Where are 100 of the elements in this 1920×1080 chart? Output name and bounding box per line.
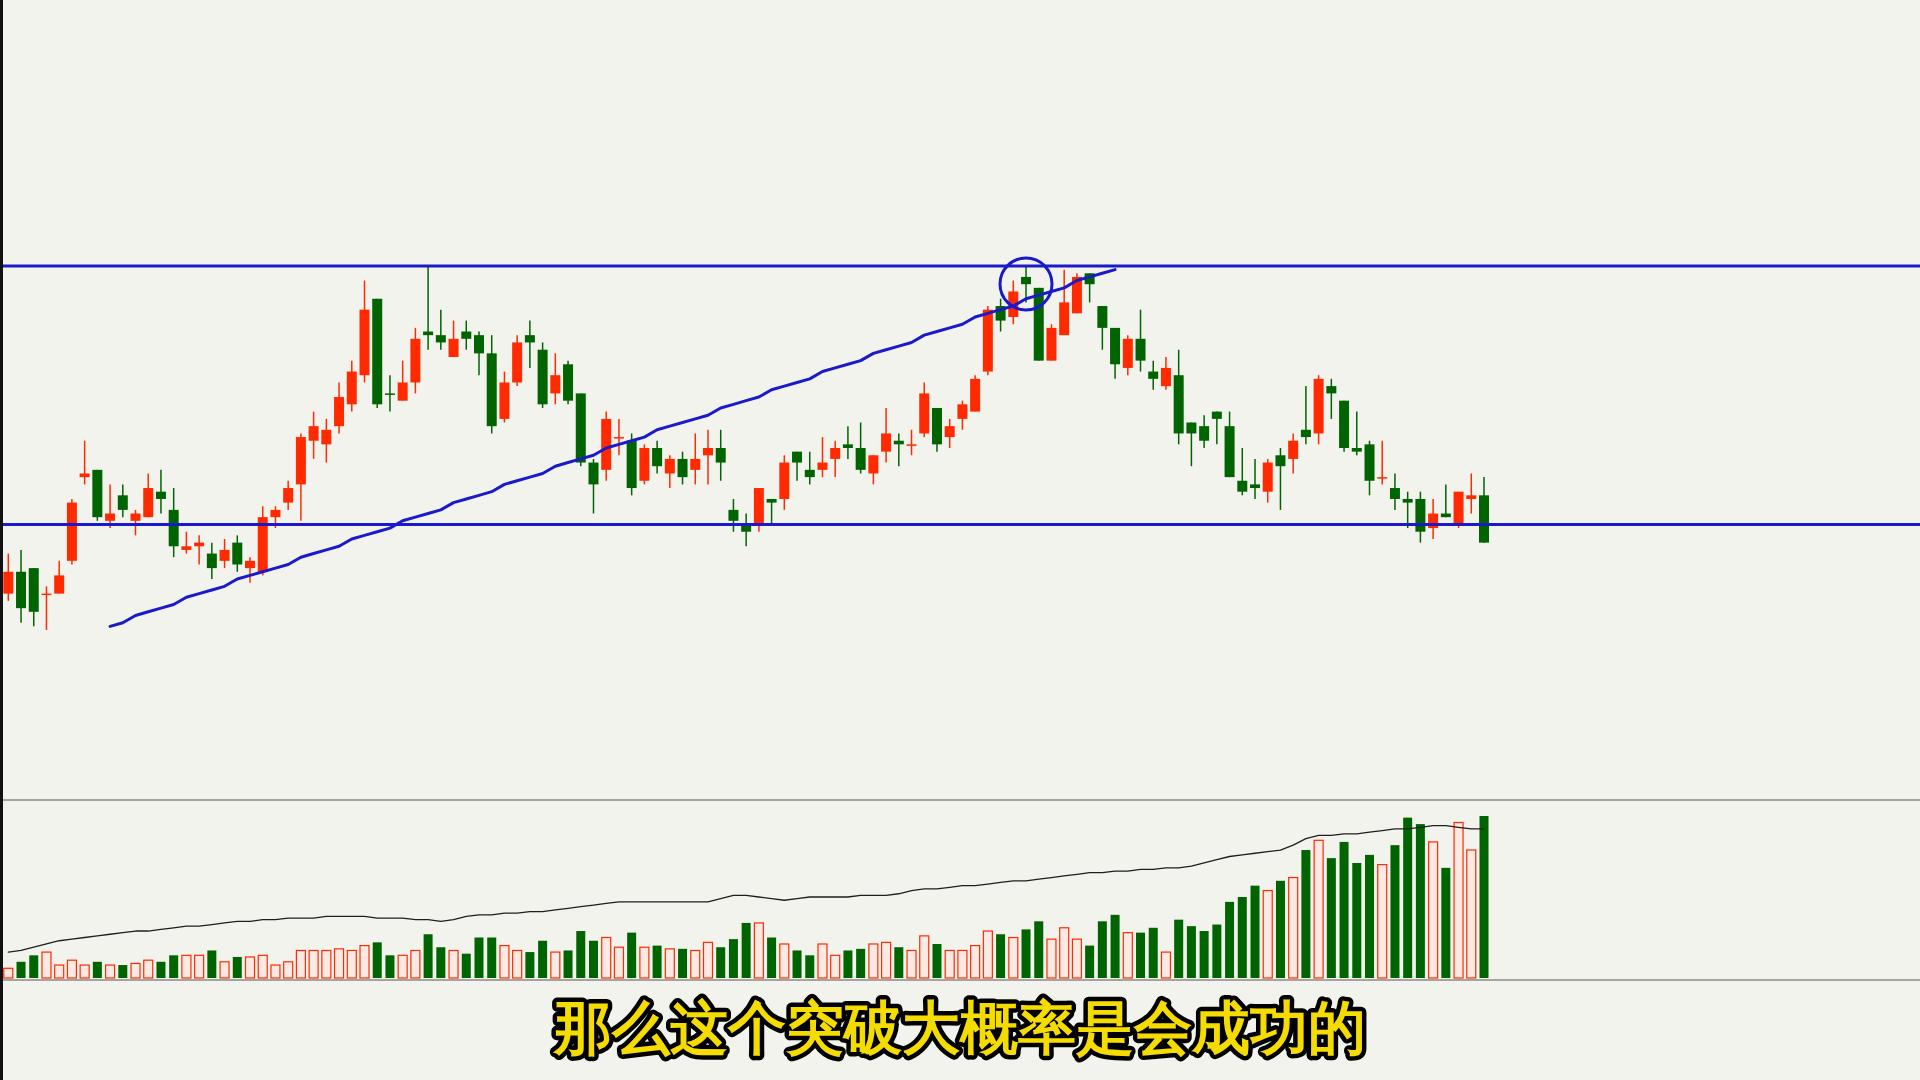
bar xyxy=(690,949,701,979)
candlestick xyxy=(677,450,688,486)
candlestick xyxy=(105,483,116,529)
bar xyxy=(741,922,751,978)
bar xyxy=(92,961,102,978)
candlestick xyxy=(702,429,713,486)
bar xyxy=(843,950,853,978)
candlestick xyxy=(117,483,128,518)
candlestick xyxy=(957,399,968,431)
candlestick xyxy=(1135,308,1146,373)
candlestick xyxy=(881,407,892,464)
candlestick xyxy=(1160,356,1171,391)
bar xyxy=(1097,921,1107,978)
bar xyxy=(308,949,319,979)
bar xyxy=(219,961,230,979)
bar xyxy=(792,950,802,978)
bar xyxy=(499,945,510,979)
bar xyxy=(1403,817,1413,978)
bar xyxy=(1313,839,1324,979)
bar xyxy=(1339,841,1349,978)
bar xyxy=(372,942,382,978)
candlestick xyxy=(461,319,472,351)
bar xyxy=(1250,885,1260,978)
candlestick xyxy=(792,450,803,482)
candlestick xyxy=(613,418,624,457)
bar xyxy=(919,935,930,979)
bar xyxy=(538,940,548,978)
bar xyxy=(944,949,955,979)
bar xyxy=(613,946,625,979)
candlestick xyxy=(54,560,65,595)
bar xyxy=(1160,951,1172,979)
bar xyxy=(805,955,815,978)
candlestick xyxy=(690,432,701,486)
bar xyxy=(932,943,942,978)
bar xyxy=(448,949,459,979)
bar xyxy=(1428,841,1439,979)
bar xyxy=(16,961,26,978)
bar xyxy=(283,961,294,979)
bar xyxy=(1377,864,1388,979)
bar xyxy=(397,954,408,979)
bar xyxy=(207,950,217,978)
bar xyxy=(880,941,892,979)
candlestick xyxy=(664,454,675,489)
bar xyxy=(1262,889,1273,979)
bar xyxy=(1466,849,1477,979)
candlestick xyxy=(3,552,14,602)
bar xyxy=(270,964,281,979)
bar xyxy=(346,949,357,979)
bar xyxy=(295,949,306,979)
bar xyxy=(487,937,497,978)
bar xyxy=(1390,845,1400,978)
candlestick xyxy=(817,436,828,478)
bar xyxy=(1441,867,1451,978)
candlestick xyxy=(715,429,726,482)
candlestick xyxy=(1466,472,1477,515)
bar xyxy=(410,949,421,979)
candlestick xyxy=(855,421,866,475)
bar xyxy=(830,954,841,979)
text: 那么这个突破大概率是会成功的 xyxy=(552,994,1366,1062)
candlestick xyxy=(206,541,217,580)
candlestick xyxy=(1377,439,1388,486)
bar xyxy=(601,936,612,979)
bar xyxy=(639,946,650,979)
bar xyxy=(333,948,345,979)
candlestick xyxy=(1186,421,1197,467)
candlestick xyxy=(1275,447,1286,511)
bar xyxy=(321,949,332,979)
bar xyxy=(779,943,790,979)
bar xyxy=(194,954,205,979)
bar xyxy=(29,955,39,978)
bar xyxy=(104,964,116,979)
candlestick xyxy=(448,319,459,358)
candlestick xyxy=(1389,472,1400,511)
candlestick xyxy=(181,530,192,555)
bar xyxy=(550,951,561,979)
bar xyxy=(716,947,726,978)
bar xyxy=(1275,880,1285,978)
candlestick xyxy=(232,534,243,573)
bar xyxy=(3,967,14,979)
candlestick xyxy=(270,505,281,529)
bar xyxy=(1199,931,1209,978)
bar xyxy=(54,964,65,979)
candlestick xyxy=(906,429,917,457)
candlestick xyxy=(397,359,408,402)
bar xyxy=(767,937,777,978)
bar xyxy=(1453,821,1464,979)
bar xyxy=(652,945,662,978)
candlestick xyxy=(1021,265,1032,304)
bar xyxy=(474,937,484,978)
bar xyxy=(118,965,128,978)
bar xyxy=(957,949,968,979)
bar xyxy=(728,939,738,978)
bar xyxy=(461,953,471,978)
bar xyxy=(906,949,917,979)
bar xyxy=(996,934,1006,978)
bar xyxy=(1186,926,1196,978)
candlestick xyxy=(944,418,955,449)
candlestick xyxy=(130,509,141,537)
bar xyxy=(1225,901,1235,978)
bar xyxy=(1288,876,1299,979)
